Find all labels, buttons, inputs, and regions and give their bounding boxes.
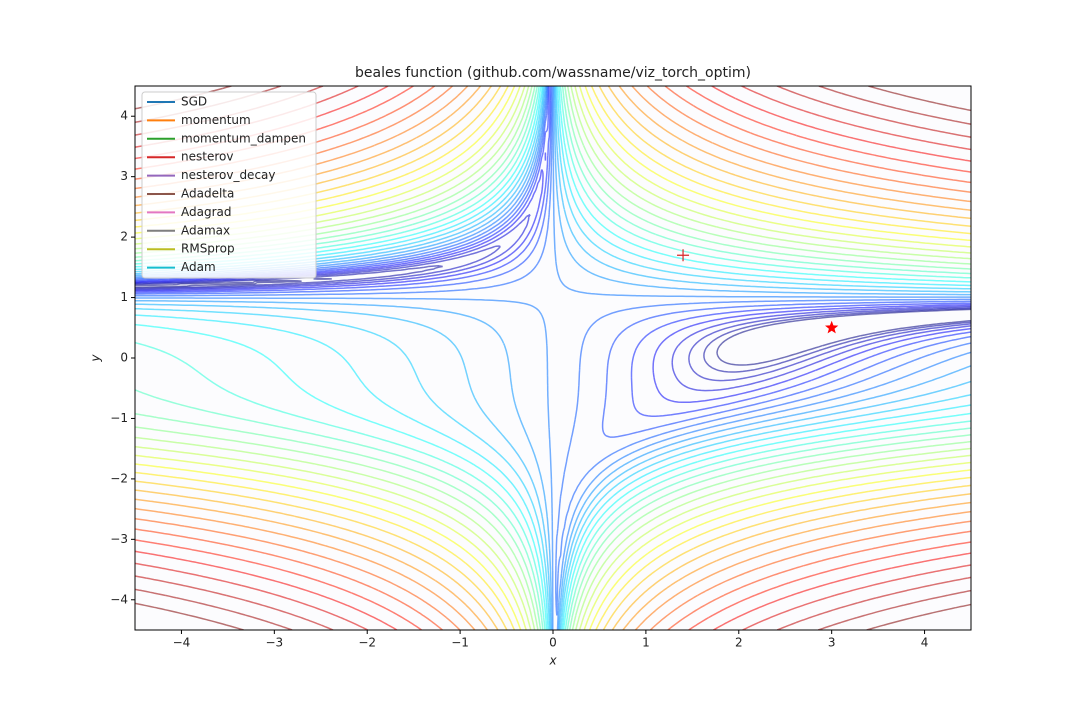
x-tick-label: −4 [173, 636, 191, 650]
start-marker [677, 249, 690, 262]
legend-label: SGD [181, 95, 207, 109]
contour-line [135, 277, 971, 366]
x-tick-label: −2 [358, 636, 376, 650]
y-tick-label: −2 [110, 471, 128, 485]
legend-label: nesterov [181, 150, 233, 164]
contour-line [135, 86, 971, 630]
contour-line [135, 86, 971, 630]
contour-line [135, 86, 971, 630]
legend-label: nesterov_decay [181, 168, 276, 182]
legend-label: momentum [181, 113, 251, 127]
contour-line [135, 86, 971, 630]
legend-label: Adamax [181, 223, 230, 237]
y-tick-label: −4 [110, 592, 128, 606]
x-tick-label: 3 [828, 636, 836, 650]
chart-title: beales function (github.com/wassname/viz… [355, 65, 751, 81]
legend-label: Adagrad [181, 205, 232, 219]
y-tick-label: −1 [110, 411, 128, 425]
y-tick-label: 3 [120, 169, 128, 183]
y-tick-label: 1 [120, 290, 128, 304]
contour-line [135, 86, 971, 630]
x-tick-label: 0 [549, 636, 557, 650]
x-tick-label: 4 [921, 636, 929, 650]
legend-box [141, 91, 317, 279]
x-tick-label: 1 [642, 636, 650, 650]
y-axis-label: y [89, 354, 103, 363]
contour-line [135, 245, 971, 382]
legend-label: RMSprop [181, 242, 235, 256]
contour-line [135, 86, 971, 417]
y-tick-label: 0 [120, 351, 128, 365]
contour-line [135, 86, 971, 616]
minimum-marker [825, 320, 839, 334]
x-tick-label: 2 [735, 636, 743, 650]
y-tick-label: 2 [120, 230, 128, 244]
legend-label: momentum_dampen [181, 131, 306, 145]
y-tick-label: −3 [110, 532, 128, 546]
legend: SGD momentum momentum_dampen nesterov nester… [141, 91, 317, 279]
legend-label: Adadelta [181, 187, 234, 201]
x-tick-label: −1 [451, 636, 469, 650]
x-tick-label: −3 [265, 636, 283, 650]
y-tick-label: 4 [120, 109, 128, 123]
x-axis-label: x [548, 654, 557, 668]
legend-label: Adam [181, 260, 216, 274]
contour-line [135, 86, 971, 630]
contour-line [135, 265, 971, 373]
contour-line [135, 86, 971, 630]
contour-line [135, 213, 971, 392]
